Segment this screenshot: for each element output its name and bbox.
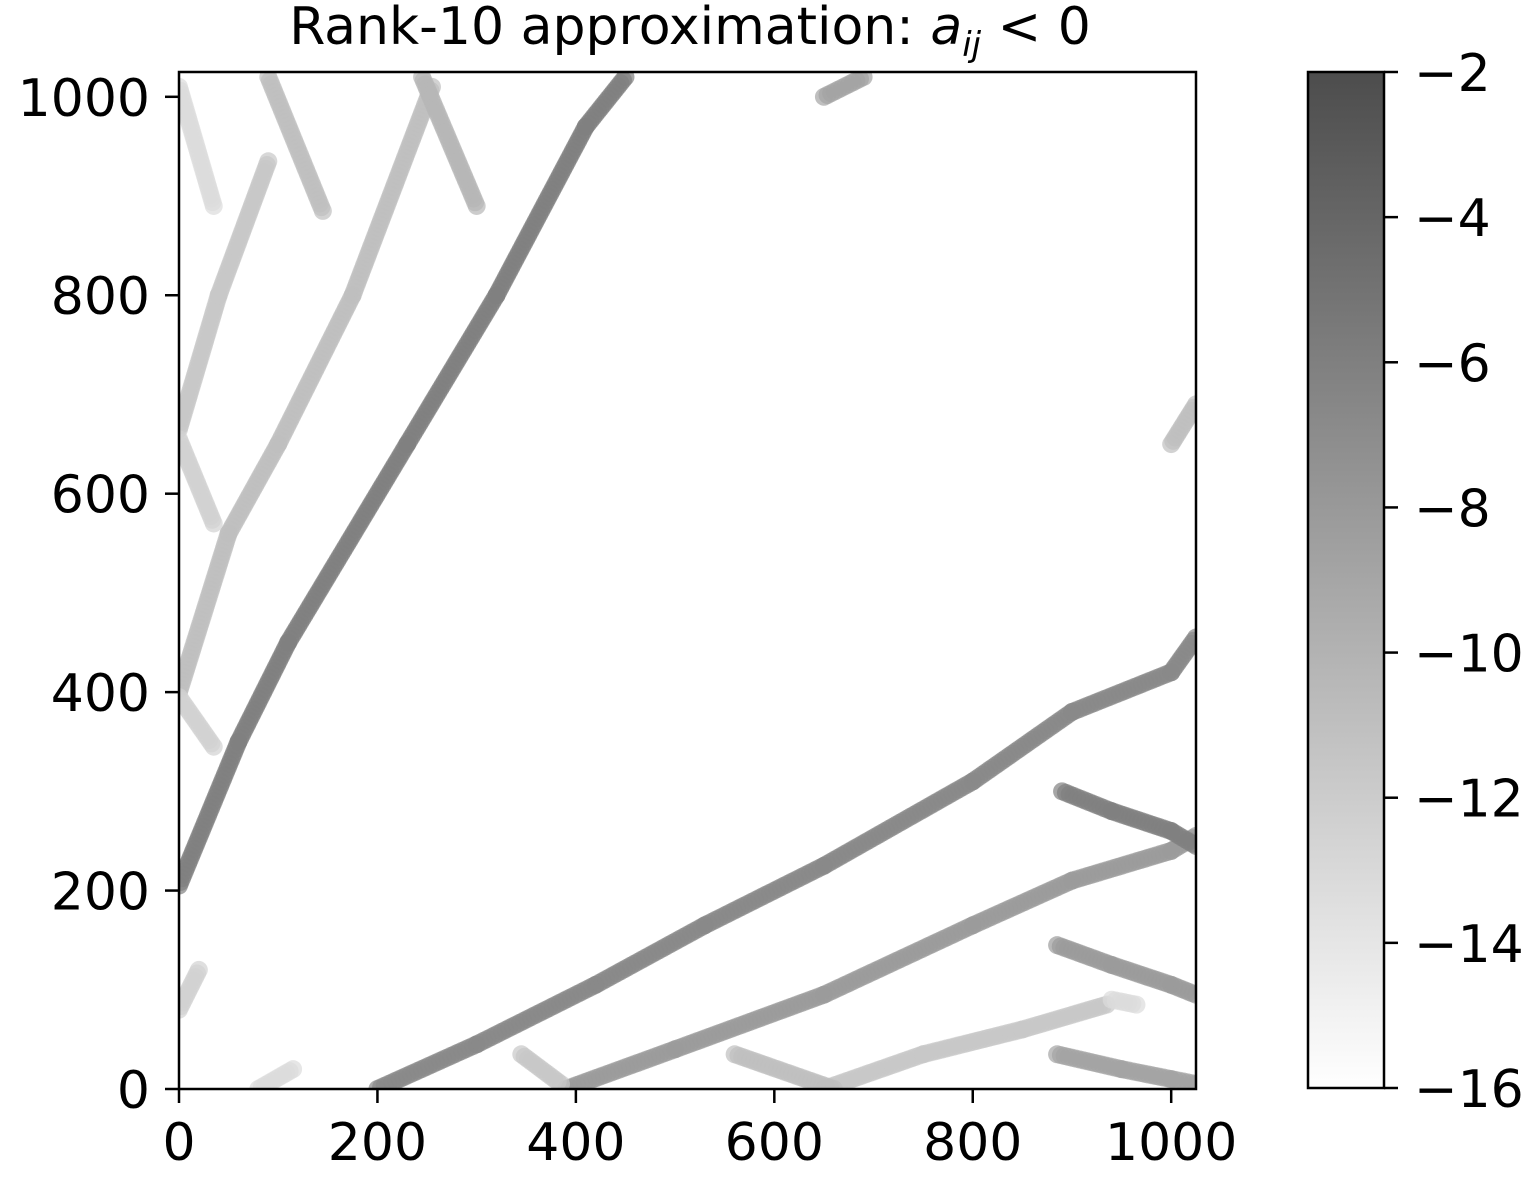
colorbar-tick-label: −4 [1414,189,1491,249]
x-tick-label: 800 [923,1113,1022,1173]
y-tick-label: 1000 [18,69,150,129]
scatter-point [824,1080,843,1089]
scatter-point [467,196,486,215]
x-tick-label: 400 [526,1113,625,1173]
y-axis: 0 200 400 600 800 1000 [18,69,179,1121]
scatter-point [204,514,223,533]
colorbar-tick-label: −2 [1414,44,1491,104]
scatter-point [189,960,208,979]
scatter-point [259,152,278,171]
scatter-point [1187,985,1196,1004]
colorbar-tick-label: −10 [1414,625,1524,685]
chart-title: Rank-10 approximation: aij < 0 [289,0,1091,65]
colorbar-axis: −2 −4 −6 −8 −10 −12 −14 −16 [1384,44,1524,1120]
colorbar [1306,70,1386,1090]
colorbar-tick-label: −16 [1414,1060,1524,1120]
y-tick-label: 600 [51,466,150,526]
plot-frame [177,70,1198,1091]
x-tick-label: 200 [328,1113,427,1173]
colorbar-tick-label: −14 [1414,915,1524,975]
scatter-point [284,1060,303,1079]
colorbar-tick-label: −12 [1414,770,1524,830]
x-tick-label: 600 [725,1113,824,1173]
scatter-point [313,201,332,220]
x-tick-label: 0 [162,1113,195,1173]
y-tick-label: 400 [51,664,150,724]
scatter-point [854,72,873,86]
colorbar-tick-label: −8 [1414,479,1491,539]
x-tick-label: 1000 [1105,1113,1237,1173]
x-axis: 0 200 400 600 800 1000 [162,1089,1237,1173]
scatter-point [1187,395,1196,414]
scatter-point [1187,1075,1196,1089]
scatter-point [1187,628,1196,647]
scatter-point [204,196,223,215]
scatter-point [616,72,635,86]
scatter-point [551,1075,570,1089]
scatter-point [1187,836,1196,855]
scatter-points [179,72,1196,1089]
colorbar-tick-label: −6 [1414,334,1491,394]
y-tick-label: 0 [117,1061,150,1121]
y-tick-label: 800 [51,267,150,327]
scatter-point [1127,995,1146,1014]
scatter-point [204,737,223,756]
y-tick-label: 200 [51,863,150,923]
